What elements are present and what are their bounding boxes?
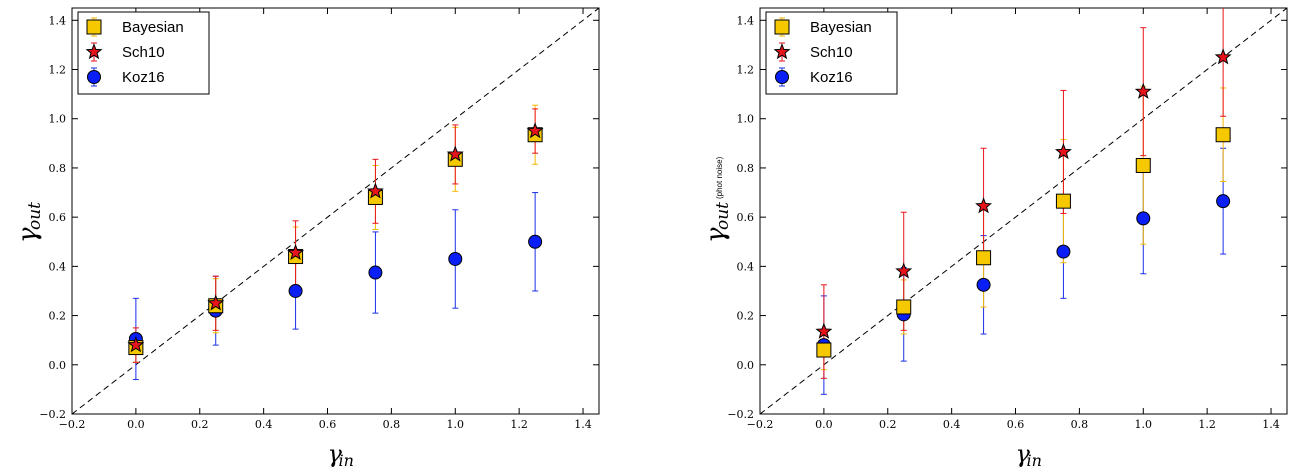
sch10-point — [127, 336, 145, 353]
y-axis-label-sub: out — [25, 202, 45, 230]
y-tick-label: 1.4 — [49, 14, 67, 27]
x-tick-label: 0.2 — [191, 418, 209, 431]
data-layer — [127, 104, 544, 381]
reference-line — [72, 8, 599, 414]
x-tick-label: 0.8 — [383, 418, 401, 431]
sch10-point — [1134, 82, 1152, 99]
sch10-legend-label: Sch10 — [122, 44, 165, 61]
y-tick-label: 0.8 — [737, 162, 755, 175]
x-tick-label: 0.8 — [1071, 418, 1089, 431]
y-tick-label: 0.6 — [737, 211, 755, 224]
koz16-point — [448, 251, 463, 266]
x-tick-label: 1.0 — [447, 418, 465, 431]
x-tick-label: −0.2 — [747, 418, 774, 431]
y-axis-label-note: (phot noise) — [715, 156, 724, 199]
y-tick-label: −0.2 — [39, 408, 66, 421]
koz16-point — [528, 234, 543, 249]
sch10-point — [366, 182, 384, 199]
x-tick-label: 0.0 — [815, 418, 833, 431]
bayesian-point — [976, 250, 992, 266]
y-axis-label-sub: out — [713, 202, 733, 230]
reference-line — [760, 8, 1287, 414]
bayesian-legend-label: Bayesian — [810, 19, 872, 36]
koz16-legend-marker — [775, 70, 789, 84]
y-tick-label: 1.4 — [737, 14, 755, 27]
sch10-point — [207, 294, 225, 311]
koz16-legend-label: Koz16 — [122, 69, 165, 86]
y-axis-label: γ — [701, 227, 731, 243]
left-chart-panel: −0.2 0.0 0.2 0.4 0.6 0.8 1.0 1.2 1.4 −0.2 0.0 0.2 0.… — [13, 7, 600, 470]
x-tick-label: 0.4 — [255, 418, 273, 431]
y-axis-label: γ — [13, 227, 43, 243]
y-tick-label: 1.2 — [737, 64, 755, 77]
bayesian-legend-marker — [774, 19, 790, 35]
bayesian-point — [1215, 127, 1231, 143]
sch10-point — [895, 262, 913, 279]
bayesian-point — [1135, 157, 1151, 173]
y-tick-label: 0.6 — [49, 211, 67, 224]
sch10-point — [815, 322, 833, 339]
y-tick-label: 0.2 — [737, 310, 755, 323]
x-tick-label: 1.2 — [1198, 418, 1216, 431]
koz16-point — [1216, 194, 1231, 209]
x-axis-label: γ — [1016, 440, 1031, 468]
y-tick-label: −0.2 — [727, 408, 754, 421]
y-tick-label: 1.0 — [49, 113, 67, 126]
x-axis-label-sub: in — [1027, 451, 1042, 470]
koz16-point — [1136, 211, 1151, 226]
x-tick-label: 1.4 — [1262, 418, 1280, 431]
koz16-point — [368, 265, 383, 280]
y-tick-label: 0.4 — [49, 260, 67, 273]
x-axis-label: γ — [328, 440, 343, 468]
sch10-legend-marker — [773, 43, 791, 60]
koz16-point — [976, 277, 991, 292]
x-tick-label: 0.6 — [1007, 418, 1025, 431]
sch10-legend-marker — [85, 43, 103, 60]
x-tick-label: 1.4 — [574, 418, 592, 431]
y-tick-label: 0.4 — [737, 260, 755, 273]
bayesian-point — [1055, 193, 1071, 209]
x-tick-label: 1.0 — [1135, 418, 1153, 431]
y-tick-label: 0.2 — [49, 310, 67, 323]
bayesian-point — [896, 299, 912, 315]
koz16-point — [1056, 244, 1071, 259]
y-tick-label: 0.8 — [49, 162, 67, 175]
data-layer — [815, 8, 1232, 395]
sch10-point — [1054, 143, 1072, 160]
sch10-legend-label: Sch10 — [810, 44, 853, 61]
koz16-legend-label: Koz16 — [810, 69, 853, 86]
koz16-legend-marker — [87, 70, 101, 84]
x-tick-label: 0.2 — [879, 418, 897, 431]
right-chart-panel: −0.2 0.0 0.2 0.4 0.6 0.8 1.0 1.2 1.4 −0.2 0.0 0.2 0.… — [701, 7, 1288, 470]
y-tick-label: 1.0 — [737, 113, 755, 126]
x-tick-label: 0.6 — [319, 418, 337, 431]
x-tick-label: −0.2 — [59, 418, 86, 431]
sch10-point — [526, 122, 544, 139]
sch10-point — [975, 197, 993, 214]
x-tick-label: 0.0 — [127, 418, 145, 431]
sch10-point — [446, 145, 464, 162]
y-tick-label: 1.2 — [49, 64, 67, 77]
sch10-point — [1214, 48, 1232, 65]
y-tick-label: 0.0 — [737, 359, 755, 372]
x-tick-label: 0.4 — [943, 418, 961, 431]
koz16-point — [288, 283, 303, 298]
bayesian-legend-label: Bayesian — [122, 19, 184, 36]
x-tick-label: 1.2 — [510, 418, 528, 431]
y-tick-label: 0.0 — [49, 359, 67, 372]
sch10-point — [287, 243, 305, 261]
x-axis-label-sub: in — [339, 451, 354, 470]
bayesian-legend-marker — [86, 19, 102, 35]
bayesian-point — [816, 342, 832, 358]
